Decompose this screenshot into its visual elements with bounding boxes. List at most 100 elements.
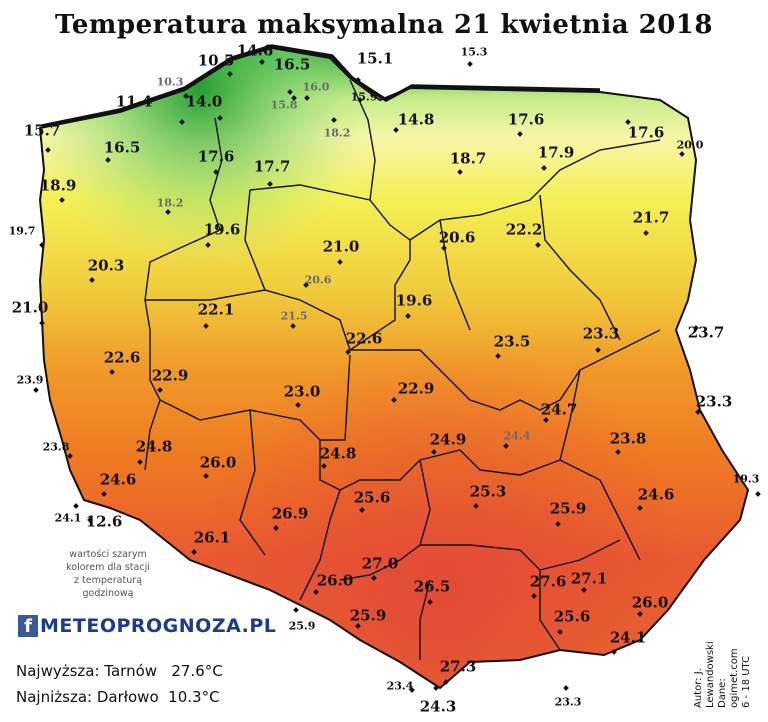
station-temperature: 24.3 bbox=[420, 697, 457, 716]
station-value: 18.2 bbox=[323, 126, 351, 140]
station-temperature: 27.3 bbox=[440, 657, 477, 676]
station-temperature: 22.6 bbox=[346, 329, 383, 348]
station-value: 20.3 bbox=[87, 256, 125, 275]
station-temperature: 24.1 bbox=[610, 628, 647, 647]
station-value: 26.0 bbox=[316, 571, 354, 590]
station-value: 24.8 bbox=[135, 437, 173, 456]
station-value: 16.0 bbox=[302, 80, 330, 94]
station-value: 19.3 bbox=[732, 472, 760, 486]
station-value: 15.9 bbox=[350, 90, 378, 104]
facebook-icon[interactable]: f bbox=[18, 615, 38, 637]
station-temperature: 26.0 bbox=[200, 453, 237, 472]
station-temperature: 15.1 bbox=[357, 49, 394, 68]
station-temperature: 25.9 bbox=[550, 499, 587, 518]
station-value: 18.7 bbox=[449, 149, 487, 168]
station-value: 10.3 bbox=[156, 75, 184, 89]
station-value: 23.8 bbox=[42, 440, 70, 454]
station-temperature: 24.6 bbox=[638, 485, 675, 504]
station-value: 25.3 bbox=[469, 482, 507, 501]
station-value: 27.0 bbox=[361, 554, 399, 573]
station-temperature: 26.0 bbox=[632, 593, 669, 612]
station-value: 21.0 bbox=[322, 237, 360, 256]
logo[interactable]: f METEOPROGNOZA.PL bbox=[18, 614, 276, 638]
station-temperature: 15.8 bbox=[271, 94, 298, 113]
station-temperature: 10.5 bbox=[198, 51, 235, 70]
station-value: 23.0 bbox=[283, 382, 321, 401]
station-temperature: 17.7 bbox=[254, 157, 291, 176]
station-value: 27.6 bbox=[529, 572, 567, 591]
station-value: 26.1 bbox=[193, 528, 231, 547]
station-temperature: 26.5 bbox=[414, 577, 451, 596]
station-temperature: 15.9 bbox=[351, 86, 378, 105]
station-temperature: 10.3 bbox=[157, 71, 184, 90]
station-temperature: 18.2 bbox=[324, 122, 351, 141]
station-temperature: 17.6 bbox=[628, 123, 665, 142]
station-value: 14.0 bbox=[185, 92, 223, 111]
station-temperature: 26.0 bbox=[317, 571, 354, 590]
station-temperature: 25.9 bbox=[289, 615, 316, 634]
station-value: 23.3 bbox=[554, 695, 582, 709]
credit-author: Autor: J. Lewandowski bbox=[693, 641, 716, 708]
station-value: 22.9 bbox=[397, 379, 435, 398]
station-value: 21.0 bbox=[11, 298, 49, 317]
station-value: 23.3 bbox=[582, 324, 620, 343]
station-value: 11.4 bbox=[115, 92, 153, 111]
credit-data: Dane: ogimet.com bbox=[717, 648, 740, 708]
station-value: 17.6 bbox=[507, 110, 545, 129]
station-value: 21.7 bbox=[632, 208, 670, 227]
station-temperature: 25.3 bbox=[470, 482, 507, 501]
max-value: 27.6°C bbox=[171, 662, 223, 680]
station-temperature: 14.8 bbox=[398, 110, 435, 129]
max-label: Najwyższa: Tarnów bbox=[16, 662, 158, 680]
min-temperature-stat: Najniższa: Darłowo 10.3°C bbox=[16, 688, 220, 706]
station-temperature: 27.1 bbox=[571, 569, 608, 588]
max-temperature-stat: Najwyższa: Tarnów 27.6°C bbox=[16, 662, 223, 680]
station-temperature: 24.8 bbox=[136, 437, 173, 456]
station-value: 26.9 bbox=[271, 504, 309, 523]
station-temperature: 26.9 bbox=[272, 504, 309, 523]
station-temperature: 15.7 bbox=[24, 121, 61, 140]
station-value: 22.1 bbox=[197, 300, 235, 319]
station-value: 27.3 bbox=[439, 657, 477, 676]
station-value: 20.6 bbox=[438, 228, 476, 247]
station-value: 18.9 bbox=[39, 176, 77, 195]
station-temperature: 23.4 bbox=[387, 675, 414, 694]
station-value: 15.7 bbox=[23, 121, 61, 140]
station-temperature: 23.8 bbox=[610, 429, 647, 448]
station-value: 14.6 bbox=[236, 41, 274, 60]
station-temperature: 23.8 bbox=[43, 436, 70, 455]
station-value: 22.6 bbox=[103, 348, 141, 367]
station-value: 24.6 bbox=[99, 470, 137, 489]
station-value: 23.7 bbox=[687, 323, 725, 342]
station-value: 22.6 bbox=[345, 329, 383, 348]
station-value: 18.2 bbox=[156, 196, 184, 210]
station-value: 24.1 bbox=[609, 628, 647, 647]
station-temperature: 24.7 bbox=[541, 400, 578, 419]
station-temperature: 19.6 bbox=[396, 291, 433, 310]
note-line: z temperaturą bbox=[74, 575, 142, 586]
credits: Autor: J. Lewandowski Dane: ogimet.com 6… bbox=[693, 633, 753, 708]
station-temperature: 25.9 bbox=[350, 606, 387, 625]
station-temperature: 22.1 bbox=[198, 300, 235, 319]
station-temperature: 20.6 bbox=[439, 228, 476, 247]
station-temperature: 23.3 bbox=[583, 324, 620, 343]
station-value: 24.1 bbox=[54, 511, 82, 525]
station-value: 26.0 bbox=[199, 453, 237, 472]
station-temperature: 23.3 bbox=[555, 691, 582, 710]
station-temperature: 19.7 bbox=[9, 220, 36, 239]
gray-values-note: wartości szarym kolorem dla stacji z tem… bbox=[52, 548, 164, 600]
station-value: 10.5 bbox=[197, 51, 235, 70]
station-temperature: 21.0 bbox=[323, 237, 360, 256]
station-temperature: 18.2 bbox=[157, 192, 184, 211]
station-temperature: 14.6 bbox=[237, 41, 274, 60]
station-value: 17.6 bbox=[627, 123, 665, 142]
station-value: 25.9 bbox=[288, 619, 316, 633]
station-value: 23.8 bbox=[609, 429, 647, 448]
map-title: Temperatura maksymalna 21 kwietnia 2018 bbox=[55, 10, 713, 40]
station-temperature: 17.6 bbox=[198, 147, 235, 166]
station-value: 23.5 bbox=[493, 332, 531, 351]
station-temperature: 20.0 bbox=[677, 134, 704, 153]
station-value: 25.6 bbox=[553, 607, 591, 626]
station-value: 25.9 bbox=[549, 499, 587, 518]
station-value: 20.6 bbox=[304, 273, 332, 287]
